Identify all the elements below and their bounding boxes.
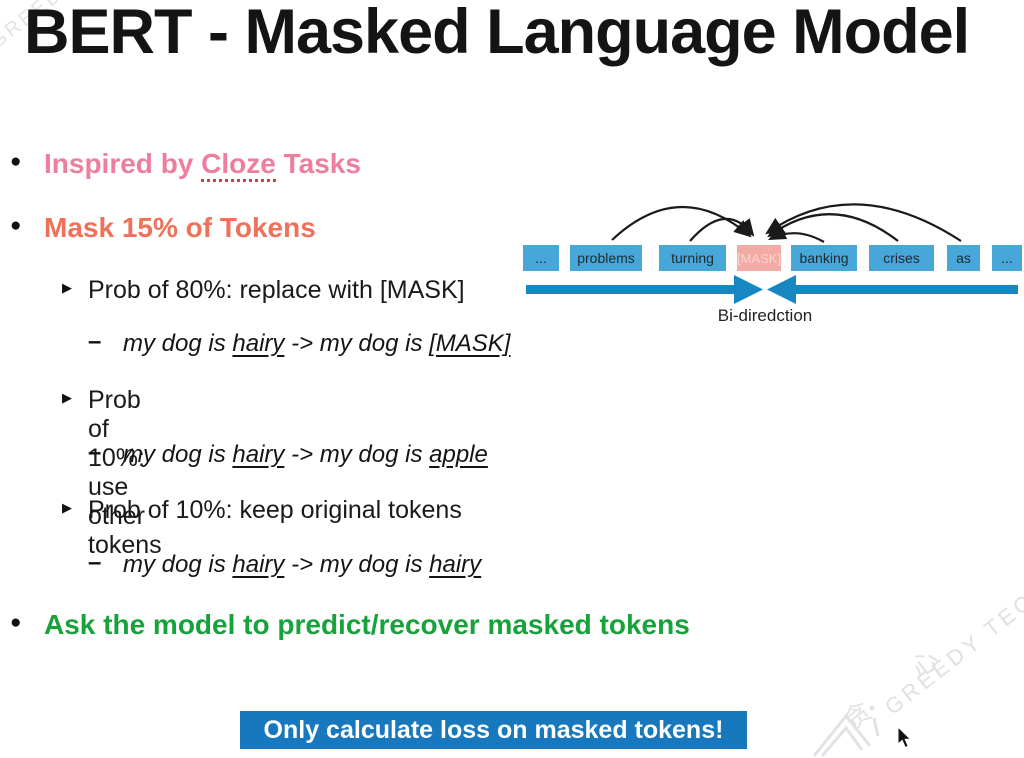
mouse-cursor-icon (897, 726, 912, 749)
bullet-inspired-text: Inspired by Cloze Tasks (44, 148, 361, 182)
token-mask: [MASK] (737, 245, 781, 271)
text-part: my dog is (123, 441, 233, 468)
cloze-underlined-word: Cloze (201, 148, 276, 182)
token-ellipsis-left: ... (523, 245, 559, 271)
example-keep-text: my dog is hairy -> my dog is hairy (123, 551, 481, 579)
triangle-bullet-icon: ▶ (62, 390, 72, 405)
token-turning: turning (659, 245, 726, 271)
token-problems: problems (570, 245, 642, 271)
example-apple-text: my dog is hairy -> my dog is apple (123, 441, 488, 469)
text-part: my dog is (123, 330, 233, 357)
diagram-arcs-and-arrow (526, 203, 1018, 304)
dash-bullet: – (88, 549, 102, 576)
token-ellipsis-right: ... (992, 245, 1022, 271)
bullet-marker: ● (10, 215, 22, 236)
text-part: -> my dog is (284, 441, 430, 468)
underlined-word: hairy (232, 551, 285, 578)
sub-bullet-10-keep-text: Prob of 10%: keep original tokens (88, 496, 462, 524)
slide-title: BERT - Masked Language Model (24, 0, 970, 67)
bullet-marker: ● (10, 151, 22, 172)
sub-bullet-80-text: Prob of 80%: replace with [MASK] (88, 276, 465, 304)
text-part: my dog is (123, 551, 233, 578)
underlined-word: hairy (232, 441, 285, 468)
token-as: as (947, 245, 980, 271)
text-part: Inspired by (44, 148, 202, 179)
dash-bullet: – (88, 439, 102, 466)
token-banking: banking (791, 245, 857, 271)
bullet-mask15-text: Mask 15% of Tokens (44, 212, 316, 243)
bullet-predict-text: Ask the model to predict/recover masked … (44, 609, 690, 640)
text-part: -> my dog is (284, 330, 430, 357)
sub-bullet-10-other-text: Prob of 10%: use other tokens (88, 386, 162, 559)
text-part: Tasks (275, 148, 361, 179)
watermark-logo-icon (812, 705, 880, 757)
underlined-word: hairy (232, 330, 285, 357)
loss-callout: Only calculate loss on masked tokens! (240, 711, 747, 749)
example-mask-text: my dog is hairy -> my dog is [MASK] (123, 330, 510, 358)
underlined-word: hairy (429, 551, 482, 578)
triangle-bullet-icon: ▶ (62, 500, 72, 515)
bidirection-diagram: ... problems turning [MASK] banking cris… (520, 188, 1024, 338)
text-part: -> my dog is (284, 551, 430, 578)
bullet-marker: ● (10, 612, 22, 633)
dash-bullet: – (88, 328, 102, 355)
token-crises: crises (869, 245, 934, 271)
bidirection-label: Bi-diredction (717, 306, 813, 325)
triangle-bullet-icon: ▶ (62, 280, 72, 295)
underlined-word: [MASK] (429, 330, 511, 357)
underlined-word: apple (429, 441, 488, 468)
